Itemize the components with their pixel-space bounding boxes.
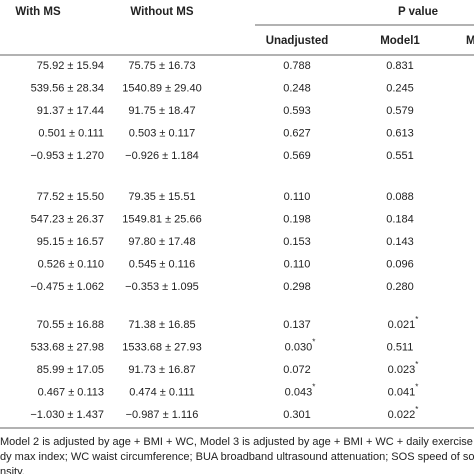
cell-note: * — [415, 360, 418, 369]
cell: 1540.89 ± 29.40 — [122, 82, 201, 94]
cell: 0.301 — [283, 409, 311, 421]
cell: 0.831 — [386, 60, 414, 72]
cell: 0.593 — [283, 105, 311, 117]
cell: −0.926 ± 1.184 — [125, 150, 199, 162]
cell-value: 0.041 — [388, 386, 416, 398]
cell: 0.248 — [283, 82, 311, 94]
cell-value: 0.043 — [285, 386, 313, 398]
cell: 0.526 ± 0.110 — [38, 258, 104, 270]
footnote: dy max index; WC waist circumference; BU… — [0, 451, 474, 463]
cell-note: * — [415, 383, 418, 392]
cell: −1.030 ± 1.437 — [30, 409, 104, 421]
footnote: nsity. — [0, 466, 25, 474]
cell: 0.280 — [386, 281, 414, 293]
cell: 0.788 — [283, 60, 311, 72]
cell: 0.022* — [388, 405, 419, 421]
cell: 0.021* — [388, 315, 419, 331]
cell: 0.501 ± 0.111 — [38, 127, 104, 139]
cell: 95.15 ± 16.57 — [37, 236, 104, 248]
cell-value: 0.030 — [285, 341, 313, 353]
cell: 0.503 ± 0.117 — [129, 127, 195, 139]
cell-note: * — [312, 383, 315, 392]
cell: 0.137 — [283, 319, 311, 331]
header-with-ms: With MS — [15, 6, 61, 18]
cell: 0.043* — [285, 383, 316, 399]
cell: 0.467 ± 0.113 — [38, 386, 104, 398]
cell-note: * — [415, 315, 418, 324]
cell: 0.072 — [283, 364, 311, 376]
cell: 71.38 ± 16.85 — [128, 319, 195, 331]
cell: 0.613 — [386, 127, 414, 139]
cell: −0.953 ± 1.270 — [30, 150, 104, 162]
header-without-ms: Without MS — [130, 6, 193, 18]
cell: 91.75 ± 18.47 — [128, 105, 195, 117]
cell: 533.68 ± 27.98 — [31, 341, 104, 353]
cell: 0.143 — [386, 236, 414, 248]
cell: 0.023* — [388, 360, 419, 376]
cell: 0.096 — [386, 258, 414, 270]
cell: 0.245 — [386, 82, 414, 94]
cell-value: 0.023 — [388, 364, 416, 376]
header-model-cut: M — [466, 35, 474, 47]
cell: 0.184 — [386, 213, 414, 225]
cell: 75.75 ± 16.73 — [128, 60, 195, 72]
header-unadjusted: Unadjusted — [266, 35, 329, 47]
cell: 0.088 — [386, 191, 414, 203]
cell: 0.110 — [284, 191, 311, 203]
cell: 70.55 ± 16.88 — [37, 319, 104, 331]
cell: 0.551 — [386, 150, 414, 162]
footnote: Model 2 is adjusted by age + BMI + WC, M… — [0, 436, 474, 448]
cell: 75.92 ± 15.94 — [37, 60, 104, 72]
cell-note: * — [415, 405, 418, 414]
cell-value: 0.021 — [388, 319, 416, 331]
cell: 0.153 — [283, 236, 311, 248]
cell: 0.298 — [283, 281, 311, 293]
cell: 77.52 ± 15.50 — [37, 191, 104, 203]
cell-note: * — [312, 338, 315, 347]
cell: 0.198 — [283, 213, 311, 225]
cell: −0.353 ± 1.095 — [125, 281, 199, 293]
cell: 85.99 ± 17.05 — [37, 364, 104, 376]
cell: 0.041* — [388, 383, 419, 399]
cell: 0.511 — [387, 341, 414, 353]
cell: 0.474 ± 0.111 — [129, 386, 195, 398]
cell-value: 0.022 — [388, 409, 416, 421]
cell: 97.80 ± 17.48 — [128, 236, 195, 248]
cell: 0.627 — [283, 127, 311, 139]
cell: −0.475 ± 1.062 — [30, 281, 104, 293]
cell: 91.37 ± 17.44 — [37, 105, 104, 117]
cell: 91.73 ± 16.87 — [128, 364, 195, 376]
cell: −0.987 ± 1.116 — [126, 409, 199, 421]
cell: 547.23 ± 26.37 — [31, 213, 104, 225]
cell: 79.35 ± 15.51 — [128, 191, 195, 203]
cell: 0.569 — [283, 150, 311, 162]
cell: 0.579 — [386, 105, 414, 117]
cell: 0.110 — [284, 258, 311, 270]
cell: 0.030* — [285, 338, 316, 354]
header-p-value: P value — [398, 6, 438, 18]
cell: 1549.81 ± 25.66 — [122, 213, 201, 225]
cell: 539.56 ± 28.34 — [31, 82, 104, 94]
header-model1: Model1 — [380, 35, 420, 47]
cell: 1533.68 ± 27.93 — [122, 341, 201, 353]
cell: 0.545 ± 0.116 — [129, 258, 195, 270]
